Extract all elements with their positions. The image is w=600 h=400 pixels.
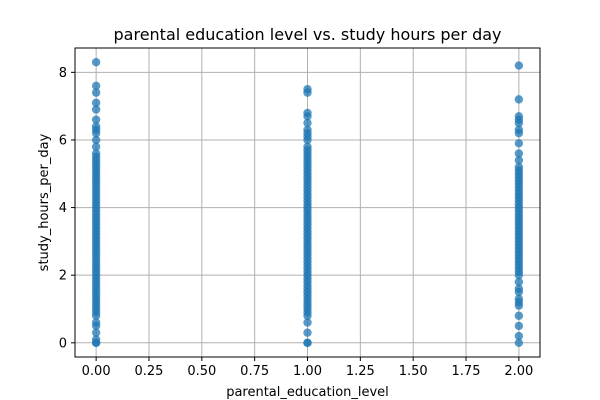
data-point <box>91 142 101 151</box>
y-tick-label: 6 <box>59 133 67 148</box>
x-tick-label: 0.00 <box>82 364 111 379</box>
data-point <box>91 335 101 344</box>
data-point <box>303 328 312 337</box>
data-point <box>514 95 524 104</box>
y-axis-label: study_hours_per_day <box>37 133 52 271</box>
x-tick-label: 1.75 <box>452 364 481 379</box>
data-point <box>91 115 101 124</box>
x-tick-label: 1.00 <box>293 364 322 379</box>
data-point <box>514 277 524 287</box>
data-point <box>514 156 524 165</box>
data-point <box>514 294 524 304</box>
data-point <box>91 88 101 97</box>
x-tick-label: 2.00 <box>504 364 533 379</box>
data-point <box>514 331 524 341</box>
data-point <box>514 311 524 320</box>
points-layer <box>91 57 524 348</box>
data-point <box>303 142 312 151</box>
y-tick-label: 8 <box>59 66 67 81</box>
data-point <box>514 139 524 148</box>
chart-title: parental education level vs. study hours… <box>114 25 502 44</box>
x-tick-label: 0.25 <box>135 364 164 379</box>
data-point <box>514 162 524 172</box>
data-point <box>303 318 312 327</box>
data-point <box>91 328 101 337</box>
data-point <box>91 57 101 67</box>
y-tick-label: 0 <box>59 336 67 351</box>
data-point <box>514 284 524 293</box>
data-point <box>303 338 312 348</box>
x-tick-label: 1.50 <box>399 364 428 379</box>
data-point <box>91 318 101 327</box>
data-point <box>91 98 101 107</box>
y-tick-label: 2 <box>59 269 67 284</box>
data-point <box>91 135 101 145</box>
data-point <box>91 122 101 131</box>
ticks-layer: 0.00 0.25 0.50 0.75 1.00 1.25 1.50 1.75 2.00 0 2 4 6… <box>59 66 534 379</box>
x-tick-label: 0.75 <box>240 364 269 379</box>
data-point <box>514 61 524 70</box>
x-axis-label: parental_education_level <box>226 385 389 400</box>
data-point <box>514 112 524 121</box>
data-point <box>514 149 524 158</box>
data-point <box>514 338 524 348</box>
data-point <box>91 105 101 114</box>
data-point <box>91 81 101 91</box>
y-tick-label: 4 <box>59 201 67 216</box>
data-point <box>514 321 524 331</box>
data-point <box>514 125 524 135</box>
data-point <box>91 149 101 158</box>
x-tick-label: 0.50 <box>187 364 216 379</box>
data-point <box>303 85 312 94</box>
data-point <box>303 118 312 128</box>
x-tick-label: 1.25 <box>346 364 375 379</box>
data-point <box>303 108 312 118</box>
data-point <box>303 125 312 135</box>
